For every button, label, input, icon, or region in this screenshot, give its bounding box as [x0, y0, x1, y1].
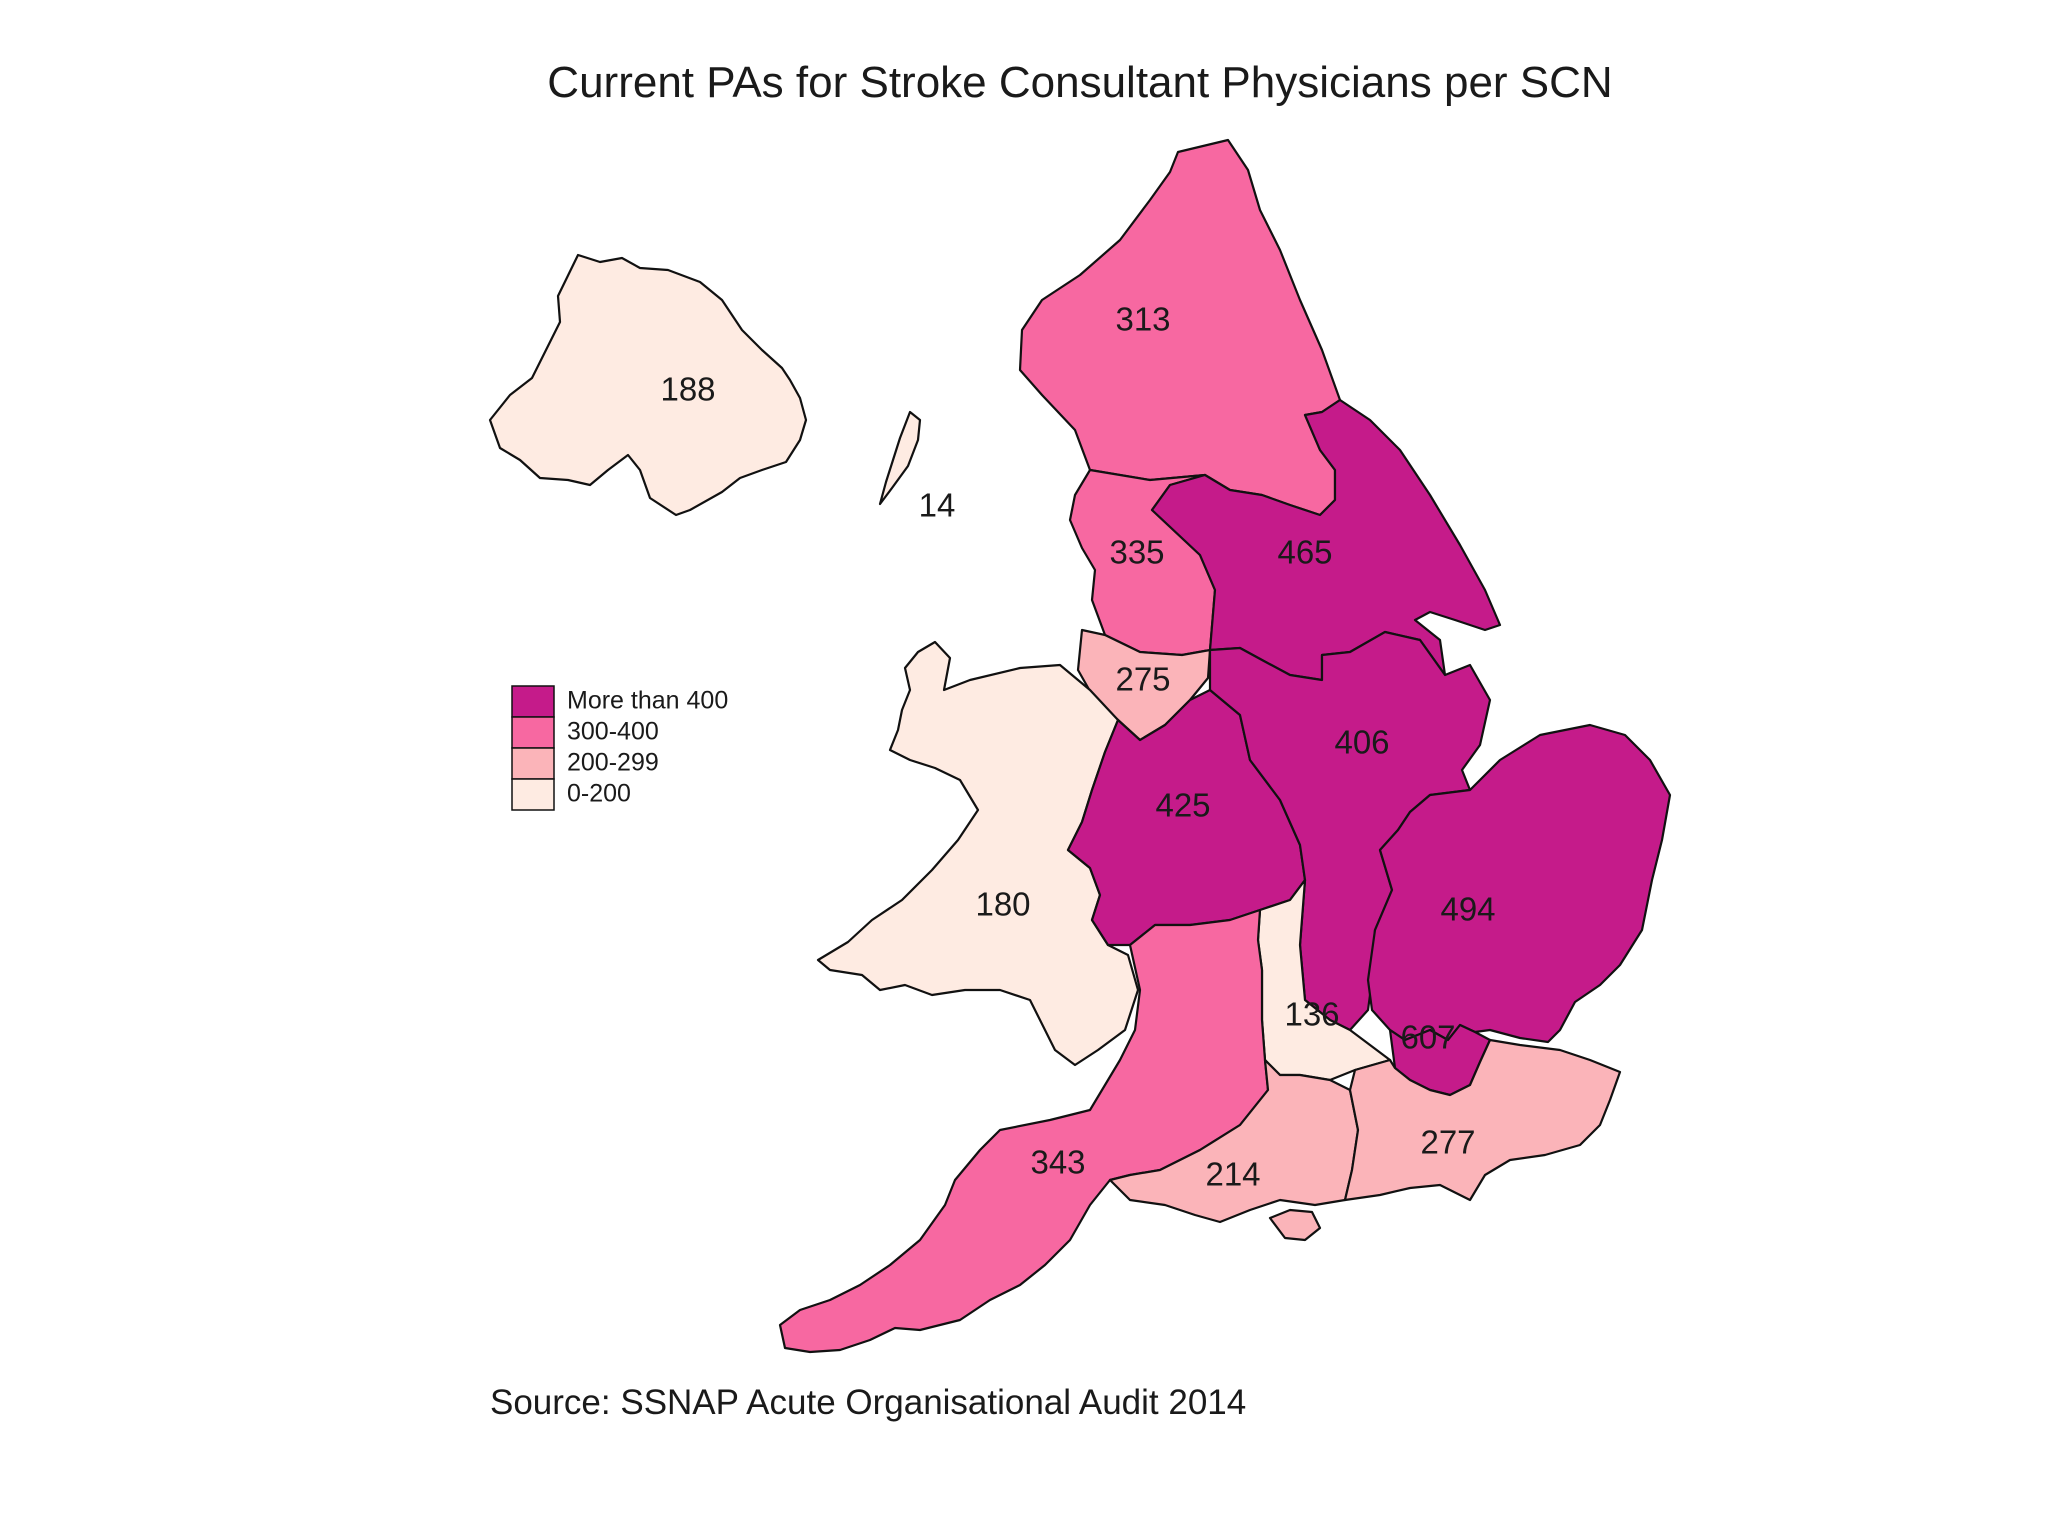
region-label-wessex: 214: [1205, 1156, 1260, 1193]
region-label-north-east: 313: [1115, 301, 1170, 338]
region-isle-of-wight[interactable]: [1268, 1208, 1322, 1242]
region-label-east-midlands: 406: [1334, 724, 1389, 761]
region-label-thames-valley: 136: [1284, 996, 1339, 1033]
region-label-isle-of-man: 14: [919, 487, 956, 524]
region-northern-ireland[interactable]: [488, 253, 808, 517]
legend-swatch-0-200: [511, 778, 555, 811]
region-label-east-of-england: 494: [1440, 891, 1495, 928]
legend-swatch-300-400: [511, 716, 555, 749]
region-label-london: 607: [1400, 1019, 1455, 1056]
region-south-east[interactable]: [1343, 1038, 1622, 1202]
region-label-wales: 180: [975, 886, 1030, 923]
legend-label-0-200: 0-200: [567, 780, 631, 808]
region-label-northern-ireland: 188: [660, 371, 715, 408]
map-legend: More than 400 300-400 200-299 0-200: [511, 685, 728, 811]
map-title: Current PAs for Stroke Consultant Physic…: [547, 58, 1613, 107]
region-north-east[interactable]: [1018, 138, 1342, 517]
legend-swatch-more-than-400: [511, 685, 555, 718]
region-isle-of-man[interactable]: [878, 410, 922, 506]
region-wales[interactable]: [816, 640, 1140, 1067]
legend-swatch-200-299: [511, 747, 555, 780]
legend-label-more-than-400: More than 400: [567, 687, 728, 715]
region-label-cheshire-merseyside: 275: [1115, 661, 1170, 698]
region-label-south-west: 343: [1030, 1144, 1085, 1181]
region-label-north-west: 335: [1109, 534, 1164, 571]
region-label-west-midlands: 425: [1155, 787, 1210, 824]
region-label-yorkshire-humber: 465: [1277, 534, 1332, 571]
legend-label-300-400: 300-400: [567, 718, 659, 746]
region-label-south-east: 277: [1420, 1124, 1475, 1161]
legend-label-200-299: 200-299: [567, 749, 659, 777]
region-east-of-england[interactable]: [1366, 723, 1672, 1044]
source-note: Source: SSNAP Acute Organisational Audit…: [490, 1383, 1247, 1422]
